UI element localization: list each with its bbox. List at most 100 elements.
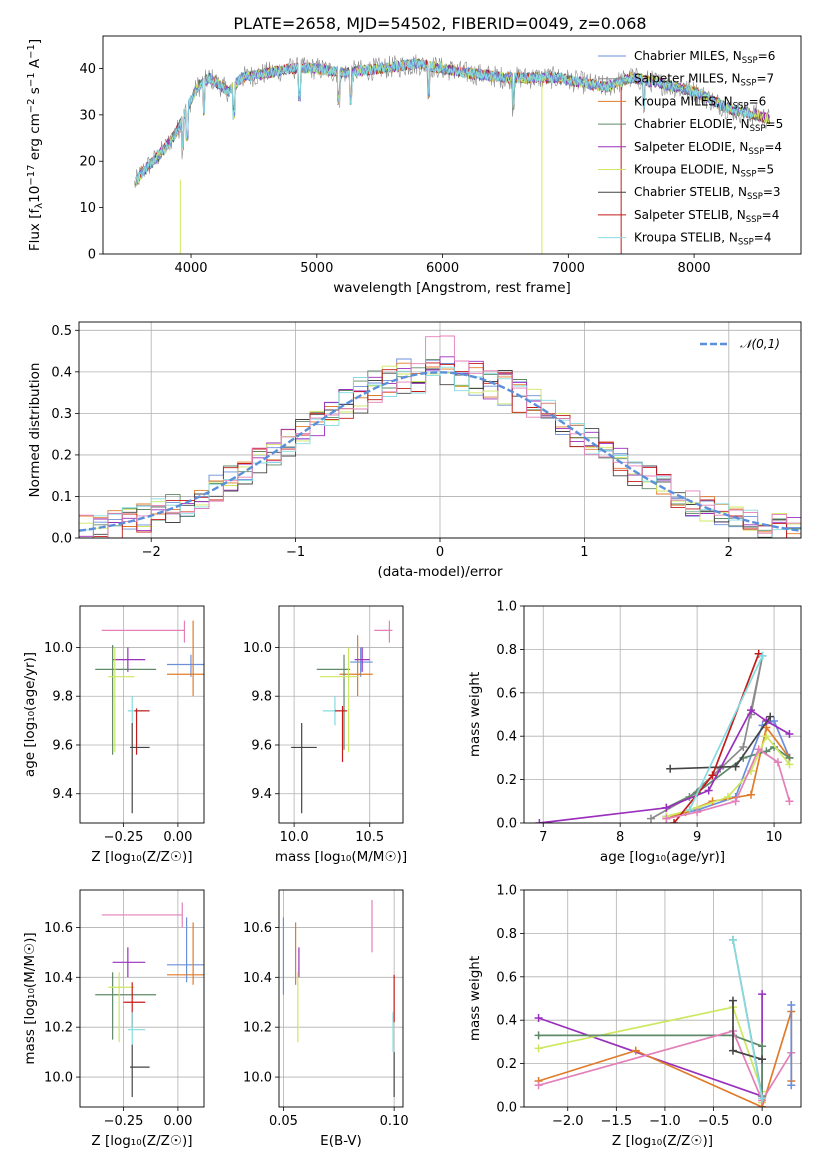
plus-marker [708,771,717,780]
plus-marker [758,1042,767,1051]
plus-marker [785,760,794,769]
plus-marker [685,805,694,814]
y-axis-label: Normed distribution [27,363,43,498]
x-tick-label: −2.0 [552,1114,584,1129]
y-tick-label: 10.4 [243,971,272,986]
y-tick-label: 10.6 [243,921,272,936]
plus-marker [758,1094,767,1103]
y-axis-label-part: erg cm [27,113,43,164]
weight-line [538,1034,763,1097]
plus-marker [723,792,732,801]
legend-entry: Salpeter ELODIE, NSSP=4 [634,140,782,157]
plus-marker [534,1031,543,1040]
y-tick-label: 0.0 [51,532,72,547]
errorbar-group [95,620,204,814]
legend-entry-subscript: SSP [738,238,754,248]
histogram-step [79,366,801,538]
legend-entry-subscript: SSP [750,124,766,134]
legend-entry: Kroupa MILES, NSSP=6 [634,94,766,111]
y-axis-label-part: −1 [26,72,37,87]
legend-entry-subscript: SSP [742,56,758,66]
lines-group [534,935,796,1107]
y-tick-label: 0.6 [496,970,517,985]
plus-marker [728,996,737,1005]
age-vs-metallicity-panel: −0.25 0.00 9.4 9.6 9.8 10.0 Z [log₁₀(Z/Z☉)] age… [22,605,205,865]
x-tick-label: 0.05 [269,1114,298,1129]
lines-group [535,649,794,823]
y-tick-label: 0.8 [496,643,517,658]
weight-line [688,655,764,811]
legend-entry: Chabrier ELODIE, NSSP=5 [634,117,783,134]
x-tick-label: 5000 [300,261,333,276]
y-tick-label: 10.0 [243,1071,272,1086]
y-tick-label: 0.2 [496,1057,517,1072]
axes-frame [278,605,404,824]
plus-marker [785,730,794,739]
x-tick-label: 6000 [426,261,459,276]
legend-entry-text: Salpeter ELODIE, N [634,140,748,154]
y-axis-label: age [log₁₀(age/yr)] [22,652,38,777]
legend-entry: Chabrier STELIB, NSSP=3 [634,185,781,202]
y-tick-label: 1.0 [496,600,517,615]
legend-entry-suffix: =4 [754,231,772,245]
legend-entry-text: Chabrier ELODIE, N [634,117,750,131]
plus-marker [535,819,544,823]
axes-frame [523,605,802,824]
plus-marker [773,758,782,767]
plus-marker [746,706,755,715]
plus-marker [534,1014,543,1023]
figure-title: PLATE=2658, MJD=54502, FIBERID=0049, z=0… [233,14,646,33]
y-axis-label-part: ] [27,39,43,44]
plus-marker [785,797,794,806]
x-axis-label: mass [log₁₀(M/M☉)] [275,849,407,865]
y-tick-label: 9.4 [52,787,73,802]
histogram-step [79,335,801,538]
legend-entry-text: Chabrier STELIB, N [634,185,747,199]
legend-entry-text: Salpeter MILES, N [634,72,741,86]
x-tick-label: −2 [142,545,161,560]
axes-frame [79,889,205,1108]
x-tick-label: 0.10 [380,1114,409,1129]
legend-entry-text: Kroupa ELODIE, N [634,163,741,177]
y-tick-label: 0.0 [496,817,517,832]
y-tick-label: 0.1 [51,490,72,505]
y-tick-label: 9.6 [52,738,73,753]
x-axis-label: Z [log₁₀(Z/Z☉)] [91,1133,192,1149]
x-axis-label: (data-model)/error [377,564,503,580]
y-tick-label: 0.0 [496,1101,517,1116]
y-tick-label: 9.8 [251,690,272,705]
plus-marker [787,1081,796,1090]
x-tick-label: 10.5 [355,830,384,845]
y-axis-label: Flux [fλ10−17 erg cm−2 s−1 A−1] [26,39,45,251]
y-tick-label: 0.3 [51,407,72,422]
x-axis-label: Z [log₁₀(Z/Z☉)] [612,1133,713,1149]
x-tick-label: 0.00 [163,830,192,845]
y-tick-label: 10.6 [44,921,73,936]
plus-marker [762,732,771,741]
axes-frame [523,889,802,1108]
age-vs-mass-panel: 10.0 10.5 9.4 9.6 9.8 10.0 mass [log₁₀(M/M☉)] [243,605,407,865]
legend-entry-suffix: =7 [756,72,774,86]
plus-marker [670,819,679,823]
weight-line [666,747,791,820]
y-tick-label: 10.0 [44,1071,73,1086]
plus-marker [770,717,779,726]
legend-entry-subscript: SSP [741,170,757,180]
plus-marker [646,814,655,823]
x-tick-label: −0.25 [104,830,144,845]
plus-marker [693,808,702,817]
y-axis-label: mass weight [467,672,483,757]
y-axis-label-part: Flux [f [27,208,43,252]
y-tick-label: 0.6 [496,686,517,701]
x-tick-label: 8 [616,830,624,845]
legend-entry-suffix: =5 [756,163,774,177]
legend-entry-subscript: SSP [741,79,757,89]
x-tick-label: −0.25 [104,1114,144,1129]
plus-marker [758,990,767,999]
x-tick-label: 0.0 [752,1114,773,1129]
y-tick-label: 0.4 [496,730,517,745]
y-tick-label: 1.0 [496,884,517,899]
y-tick-label: 0.4 [496,1014,517,1029]
legend-entry: Chabrier MILES, NSSP=6 [634,49,775,66]
y-tick-label: 40 [79,62,96,77]
